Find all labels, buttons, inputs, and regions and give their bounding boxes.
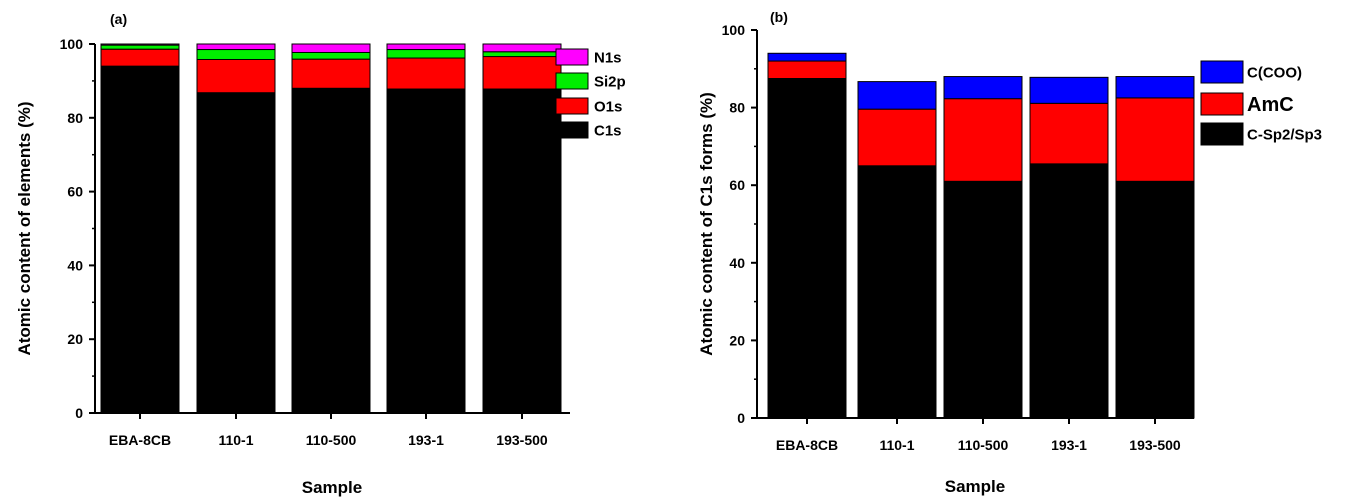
bar-si2p-110-500 <box>291 51 371 60</box>
x-tick-label: 193-500 <box>496 432 548 448</box>
x-tick-label: EBA-8CB <box>776 437 838 453</box>
bar-c-sp2-sp3-110-500 <box>943 180 1023 419</box>
x-tick-label: 110-500 <box>958 437 1009 453</box>
bar-o1s-eba-8cb <box>100 48 180 67</box>
y-tick-label: 80 <box>729 100 745 116</box>
bar-amc-110-1 <box>857 108 937 167</box>
legend-label: O1s <box>594 98 622 115</box>
y-axis-title: Atomic content of C1s forms (%) <box>697 92 716 356</box>
legend-label: AmC <box>1247 94 1294 116</box>
y-tick-label: 60 <box>67 184 83 200</box>
bar-o1s-193-1 <box>386 57 466 90</box>
y-tick-label: 100 <box>60 36 84 52</box>
y-tick-label: 80 <box>67 110 83 126</box>
bar-si2p-193-500 <box>482 51 562 58</box>
bar-n1s-eba-8cb <box>100 43 180 46</box>
legend-swatch <box>555 97 589 115</box>
bar-c1s-193-1 <box>386 88 466 414</box>
x-tick-label: 193-500 <box>1129 437 1181 453</box>
legend-label: C-Sp2/Sp3 <box>1247 126 1322 143</box>
bar-c1s-eba-8cb <box>100 65 180 414</box>
x-tick-label: 110-1 <box>879 437 914 453</box>
bar-c1s-110-1 <box>196 92 276 414</box>
bar-o1s-193-500 <box>482 56 562 90</box>
legend-label: C(COO) <box>1247 64 1302 81</box>
bar-c-sp2-sp3-193-500 <box>1115 180 1195 419</box>
x-axis-title: Sample <box>302 478 362 497</box>
bar-amc-193-1 <box>1029 102 1109 165</box>
bar-amc-eba-8cb <box>767 60 847 79</box>
bar-o1s-110-500 <box>291 58 371 89</box>
x-tick-label: 110-1 <box>218 432 253 448</box>
x-tick-label: 110-500 <box>306 432 357 448</box>
legend-swatch <box>555 48 589 66</box>
bar-si2p-110-1 <box>196 49 276 60</box>
chart-panel-a: (a) 0 20 40 60 80 100 EBA-8CB 110-1 110-500 193-1 1… <box>15 11 626 497</box>
x-tick-label: 193-1 <box>1051 437 1087 453</box>
bar-c-sp2-sp3-110-1 <box>857 165 937 419</box>
bar-n1s-193-1 <box>386 43 466 51</box>
bar-si2p-193-1 <box>386 49 466 59</box>
bar-o1s-110-1 <box>196 58 276 94</box>
x-tick-label: EBA-8CB <box>109 432 171 448</box>
legend-swatch <box>1200 60 1244 84</box>
bar-c-coo--110-1 <box>857 81 937 110</box>
y-tick-label: 60 <box>729 177 745 193</box>
bar-si2p-eba-8cb <box>100 44 180 50</box>
bar-c-coo--193-1 <box>1029 76 1109 104</box>
bar-n1s-110-1 <box>196 43 276 51</box>
bar-n1s-110-500 <box>291 43 371 53</box>
legend-label: N1s <box>594 49 622 66</box>
legend-swatch <box>1200 92 1244 116</box>
y-tick-label: 20 <box>67 331 83 347</box>
y-tick-label: 40 <box>67 257 83 273</box>
legend-label: Si2p <box>594 73 626 90</box>
legend-swatch <box>555 72 589 90</box>
bar-amc-110-500 <box>943 98 1023 182</box>
legend-swatch <box>555 121 589 139</box>
x-tick-label: 193-1 <box>408 432 444 448</box>
bar-c1s-110-500 <box>291 87 371 414</box>
panel-label: (b) <box>770 9 788 25</box>
panel-label: (a) <box>110 11 127 27</box>
x-axis-title: Sample <box>945 477 1005 496</box>
bar-amc-193-500 <box>1115 97 1195 182</box>
y-tick-label: 0 <box>737 410 745 426</box>
bar-c1s-193-500 <box>482 88 562 414</box>
bar-n1s-193-500 <box>482 43 562 53</box>
bar-c-sp2-sp3-eba-8cb <box>767 78 847 419</box>
bar-c-coo--eba-8cb <box>767 52 847 62</box>
y-tick-label: 40 <box>729 255 745 271</box>
bar-c-sp2-sp3-193-1 <box>1029 163 1109 419</box>
bar-c-coo--110-500 <box>943 76 1023 100</box>
bar-c-coo--193-500 <box>1115 76 1195 99</box>
y-tick-label: 100 <box>722 22 746 38</box>
chart-panel-b: (b) 0 20 40 60 80 100 EBA-8CB 110-1 110-500 193-1 1… <box>697 9 1322 496</box>
legend-swatch <box>1200 122 1244 146</box>
legend-label: C1s <box>594 122 622 139</box>
y-tick-label: 0 <box>75 405 83 421</box>
y-tick-label: 20 <box>729 332 745 348</box>
y-axis-title: Atomic content of elements (%) <box>15 101 34 355</box>
